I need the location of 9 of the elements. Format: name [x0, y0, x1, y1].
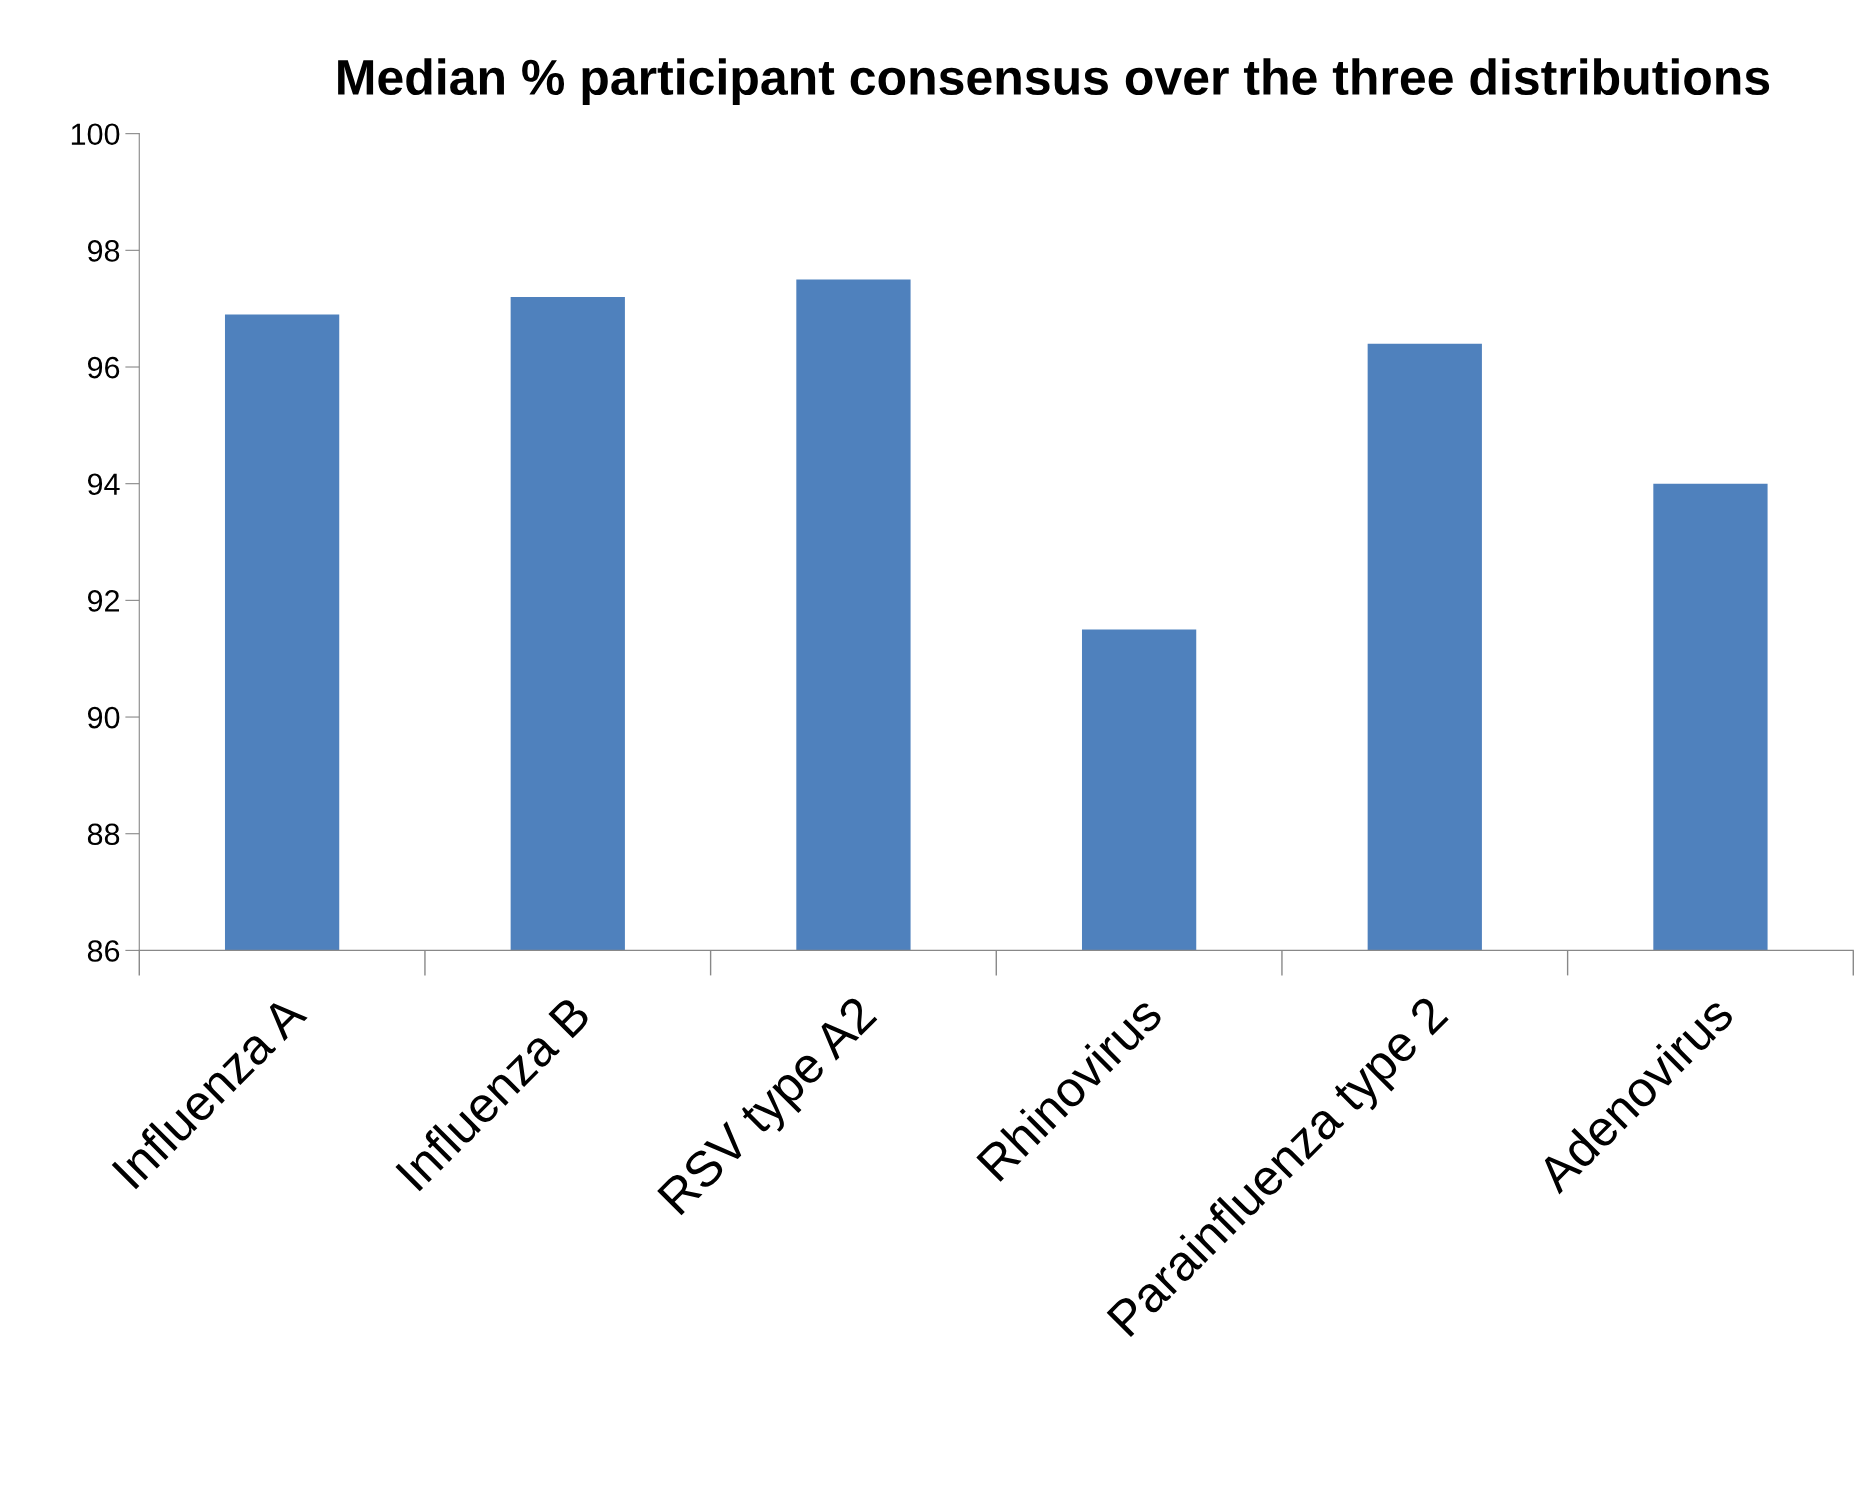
y-tick-label: 88 [87, 823, 120, 846]
y-tick-label: 90 [87, 706, 120, 729]
y-tick-label: 100 [71, 123, 120, 146]
y-tick-label: 86 [87, 940, 120, 962]
chart-title: Median % participant consensus over the three distributions [338, 58, 1770, 105]
y-tick-label: 92 [87, 590, 119, 612]
y-tick-label: 94 [87, 473, 120, 496]
y-tick-label: 96 [87, 356, 120, 379]
y-tick-label: 98 [87, 240, 120, 262]
